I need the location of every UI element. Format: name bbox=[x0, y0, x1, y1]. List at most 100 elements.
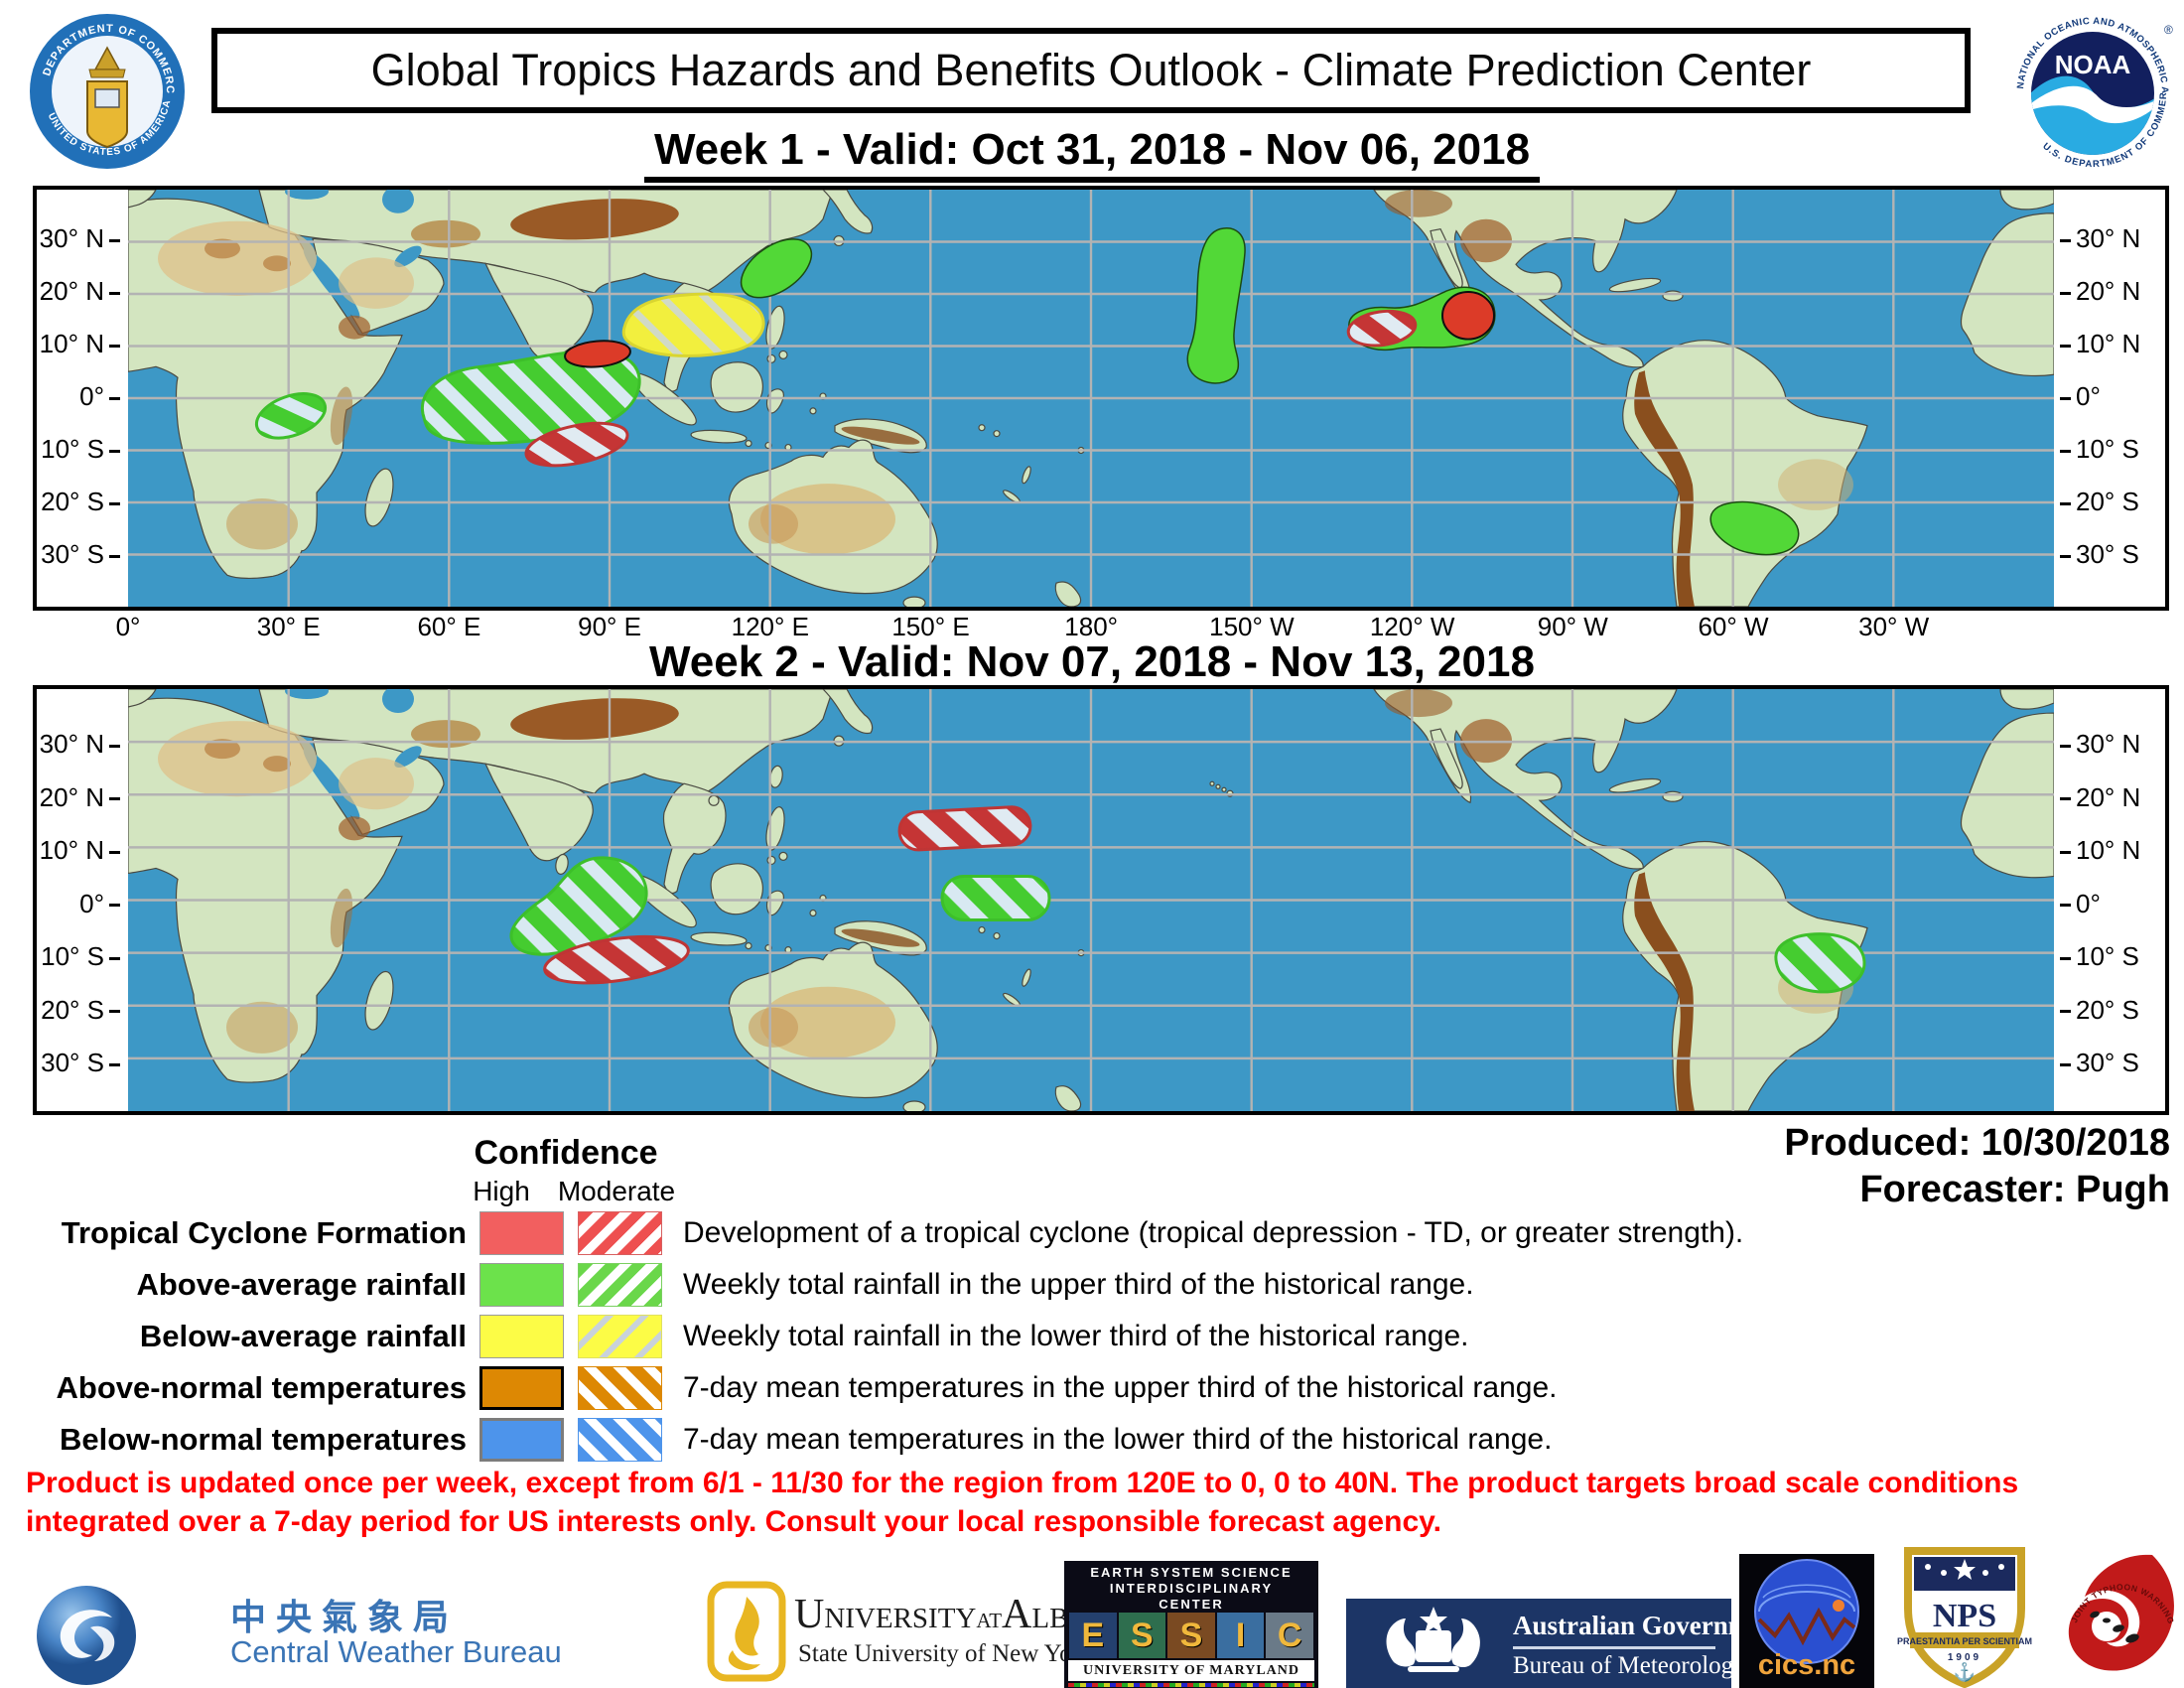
bom-bureau-label: Bureau of Meteorology bbox=[1513, 1652, 1746, 1679]
disclaimer-line2: integrated over a 7-day period for US in… bbox=[26, 1505, 1441, 1538]
hazard-rain_above-high bbox=[1709, 500, 1800, 556]
hazard-tc-moderate bbox=[543, 934, 690, 985]
noaa-registered-mark: ® bbox=[2164, 23, 2173, 37]
lat-label: 0° bbox=[37, 889, 120, 918]
noaa-logo: NOAA NATIONAL OCEANIC AND ATMOSPHERIC AD… bbox=[2007, 8, 2173, 170]
forecaster-name: Forecaster: Pugh bbox=[1859, 1169, 2170, 1210]
week1-heading: Week 1 - Valid: Oct 31, 2018 - Nov 06, 2… bbox=[0, 125, 2184, 183]
lat-label: 0° bbox=[2060, 381, 2159, 411]
lat-label: 10° S bbox=[2060, 941, 2159, 971]
week1-world-map bbox=[128, 190, 2054, 607]
nps-year: 1909 bbox=[1948, 1652, 1981, 1663]
produced-date: Produced: 10/30/2018 bbox=[1784, 1122, 2170, 1164]
lat-label: 30° S bbox=[2060, 1048, 2159, 1077]
lat-label: 20° N bbox=[37, 782, 120, 812]
lat-label: 10° N bbox=[2060, 329, 2159, 358]
swatch-tc-moderate bbox=[578, 1211, 662, 1255]
hazard-rain_above-high bbox=[740, 238, 813, 299]
legend-col-moderate: Moderate bbox=[557, 1176, 676, 1206]
central-weather-bureau-logo bbox=[37, 1586, 136, 1685]
hazard-rain_below-moderate bbox=[621, 292, 765, 357]
ualbany-word2: at bbox=[976, 1602, 1003, 1634]
legend-col-high: High bbox=[473, 1176, 530, 1206]
lat-label: 20° S bbox=[2060, 487, 2159, 516]
lon-label: 30° E bbox=[256, 612, 321, 641]
lat-label: 30° N bbox=[37, 729, 120, 759]
week1-map-frame: 30° N 30° N 20° N 20° N 10° N 10° N 0° 0° 10° S 1… bbox=[33, 186, 2169, 611]
legend-desc: Weekly total rainfall in the upper third… bbox=[683, 1268, 1474, 1301]
lat-label: 20° S bbox=[2060, 995, 2159, 1025]
essic-logo: EARTH SYSTEM SCIENCE INTERDISCIPLINARY C… bbox=[1064, 1561, 1318, 1688]
week1-hazard-overlays bbox=[254, 227, 1800, 556]
swatch-rain-above-moderate bbox=[578, 1263, 662, 1307]
jtwc-logo: JOINT TYPHOON WARNING CENTER bbox=[2061, 1545, 2177, 1671]
hazard-tc-moderate bbox=[897, 805, 1032, 852]
swatch-tc-high bbox=[479, 1211, 564, 1255]
legend-label: Tropical Cyclone Formation bbox=[61, 1215, 467, 1250]
production-info: Produced: 10/30/2018 Forecaster: Pugh bbox=[1784, 1120, 2170, 1213]
lat-label: 20° N bbox=[2060, 782, 2159, 812]
legend-confidence-title: Confidence bbox=[474, 1134, 658, 1172]
legend-row-below-temps: Below-normal temperatures 7-day mean tem… bbox=[0, 1415, 2184, 1467]
lat-label: 20° N bbox=[2060, 276, 2159, 306]
hazard-rain_above-moderate bbox=[509, 856, 648, 956]
cics-nc-label: cics.nc bbox=[1757, 1649, 1856, 1681]
longitude-axis: 0° 30° E 60° E 90° E 120° E 150° E 180° 150° W 1… bbox=[0, 612, 2184, 641]
lon-label: 60° W bbox=[1698, 612, 1769, 641]
lat-label: 10° S bbox=[2060, 434, 2159, 464]
lat-label: 0° bbox=[37, 381, 120, 411]
essic-letter-tiles: E S S I C bbox=[1068, 1613, 1314, 1658]
product-disclaimer: Product is updated once per week, except… bbox=[26, 1464, 2170, 1541]
bom-divider bbox=[1513, 1646, 1715, 1649]
lat-label: 30° S bbox=[2060, 539, 2159, 569]
swatch-rain-above-high bbox=[479, 1263, 564, 1307]
lat-label: 30° N bbox=[2060, 223, 2159, 253]
lon-label: 60° E bbox=[417, 612, 481, 641]
nps-anchor-icon: ⚓ bbox=[1954, 1661, 1976, 1682]
swatch-rain-below-moderate bbox=[578, 1315, 662, 1358]
essic-line2: INTERDISCIPLINARY bbox=[1109, 1581, 1274, 1596]
cics-globe bbox=[1754, 1559, 1859, 1664]
essic-umd-label: UNIVERSITY OF MARYLAND bbox=[1068, 1660, 1314, 1681]
cwb-chinese-name: 中央氣象局 bbox=[230, 1597, 460, 1637]
lat-label: 0° bbox=[2060, 889, 2159, 918]
lon-label: 30° W bbox=[1858, 612, 1930, 641]
lat-label: 20° S bbox=[37, 487, 120, 516]
swatch-temp-above-moderate bbox=[578, 1366, 662, 1410]
legend-row-above-temps: Above-normal temperatures 7-day mean tem… bbox=[0, 1363, 2184, 1415]
bureau-of-meteorology-logo: Australian Government Bureau of Meteorol… bbox=[1346, 1599, 1786, 1688]
lon-label: 90° E bbox=[578, 612, 642, 641]
legend-row-above-rainfall: Above-average rainfall Weekly total rain… bbox=[0, 1260, 2184, 1312]
lon-label: 150° E bbox=[891, 612, 970, 641]
legend-desc: 7-day mean temperatures in the upper thi… bbox=[683, 1371, 1558, 1404]
lat-label: 10° S bbox=[37, 941, 120, 971]
lon-label: 180° bbox=[1064, 612, 1119, 641]
nps-logo: NPS PRAESTANTIA PER SCIENTIAM 1909 ⚓ bbox=[1897, 1547, 2032, 1688]
lat-label: 20° N bbox=[37, 276, 120, 306]
legend-label: Above-average rainfall bbox=[136, 1267, 467, 1302]
lat-label: 30° S bbox=[37, 539, 120, 569]
lat-label: 10° N bbox=[37, 329, 120, 358]
nps-acronym: NPS bbox=[1933, 1598, 1996, 1634]
noaa-wordmark: NOAA bbox=[2055, 50, 2131, 79]
disclaimer-line1: Product is updated once per week, except… bbox=[26, 1467, 2019, 1499]
lat-label: 20° S bbox=[37, 995, 120, 1025]
hazard-tc-high bbox=[564, 340, 631, 368]
cwb-english-name: Central Weather Bureau bbox=[230, 1634, 562, 1669]
lat-label: 10° N bbox=[2060, 835, 2159, 865]
lat-label: 30° S bbox=[37, 1048, 120, 1077]
nps-motto: PRAESTANTIA PER SCIENTIAM bbox=[1897, 1636, 2032, 1646]
essic-color-strip bbox=[1068, 1683, 1314, 1687]
legend-label: Below-average rainfall bbox=[139, 1319, 467, 1353]
swatch-temp-below-moderate bbox=[578, 1418, 662, 1462]
hazard-rain_above-high bbox=[1186, 227, 1246, 384]
lat-label: 30° N bbox=[37, 223, 120, 253]
essic-line1: EARTH SYSTEM SCIENCE bbox=[1090, 1565, 1293, 1580]
lon-label: 150° W bbox=[1209, 612, 1295, 641]
hazard-tc-moderate bbox=[1346, 309, 1418, 348]
week2-hazard-overlays bbox=[509, 805, 1866, 994]
lat-label: 10° N bbox=[37, 835, 120, 865]
department-of-commerce-seal: DEPARTMENT OF COMMERCE UNITED STATES OF … bbox=[28, 12, 185, 169]
legend-label: Above-normal temperatures bbox=[56, 1370, 467, 1405]
